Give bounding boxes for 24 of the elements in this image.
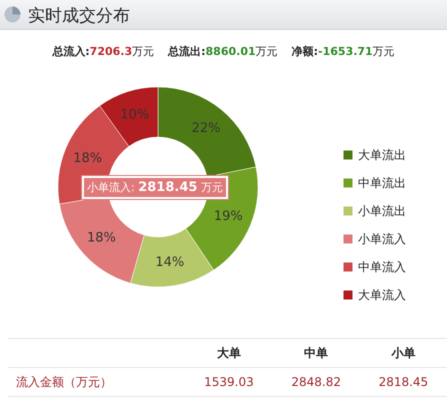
legend-label: 小单流入 [358, 232, 406, 246]
text: 小单流入: 2818.45 万元 [82, 176, 228, 199]
legend-label: 中单流入 [358, 260, 406, 274]
category-label: 大单 [185, 338, 273, 368]
data-label: 10% [120, 108, 150, 123]
legend-label: 大单流入 [358, 288, 406, 302]
data-label: 18% [86, 230, 116, 246]
category-label: 中单 [272, 338, 360, 368]
legend-label: 大单流出 [358, 148, 406, 162]
data-label: 2848.82 [272, 368, 360, 396]
category-label: 小单 [360, 338, 447, 368]
text: 总流出:8860.01万元 [168, 44, 278, 59]
data-label: 19% [214, 208, 243, 224]
data-label: 14% [155, 255, 184, 270]
data-label: 18% [73, 151, 102, 166]
text: 净额:-1653.71万元 [292, 44, 395, 59]
data-label: 1539.03 [185, 368, 273, 396]
legend-label: 中单流出 [358, 176, 406, 190]
legend-label: 小单流出 [358, 204, 406, 218]
text: 总流入:7206.3万元 [52, 44, 154, 59]
data-label: 2818.45 [360, 368, 447, 396]
text: 流入金额（万元） [8, 368, 186, 396]
chart-title: 实时成交分布 [28, 5, 130, 27]
data-label: 22% [192, 121, 220, 136]
